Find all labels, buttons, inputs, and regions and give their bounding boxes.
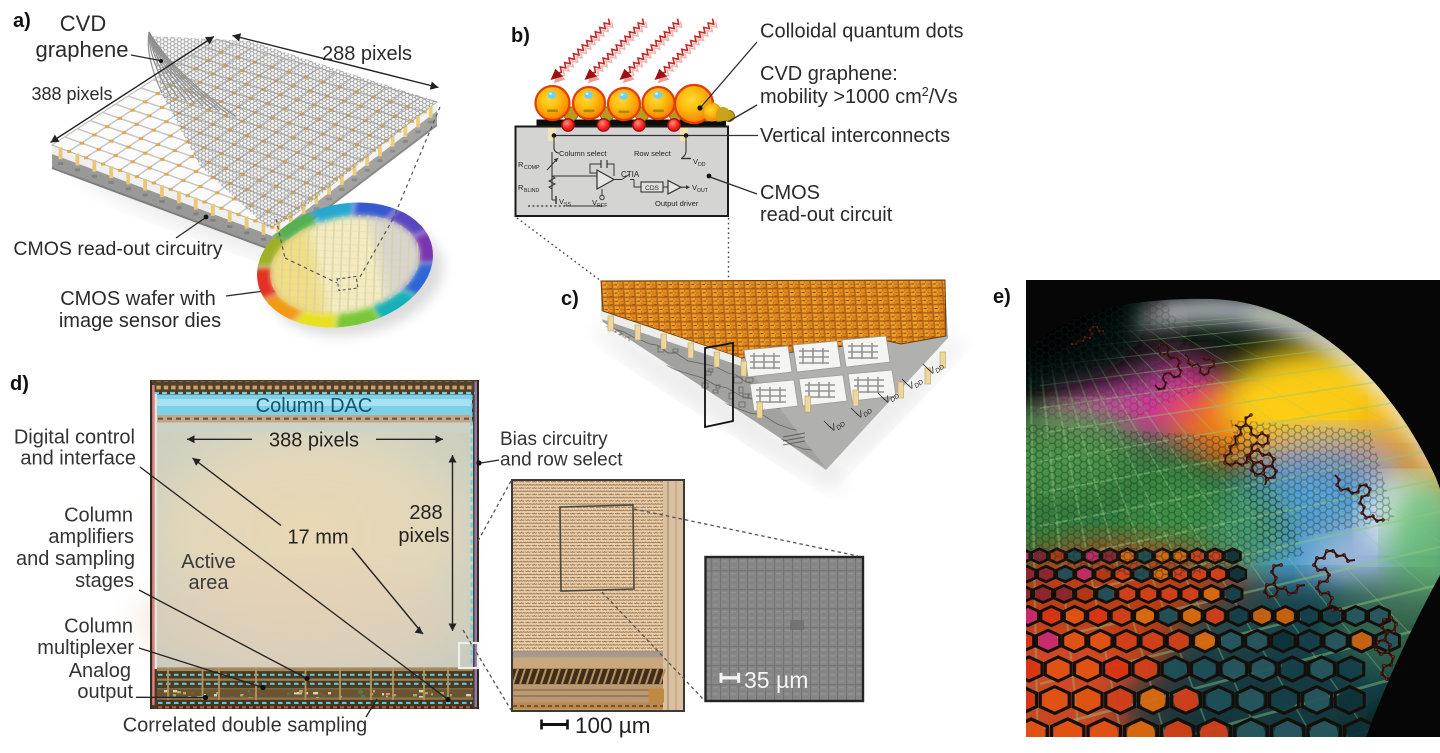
svg-text:Output driver: Output driver — [655, 199, 699, 208]
svg-text:Column: Column — [64, 505, 133, 527]
svg-text:stages: stages — [75, 570, 134, 592]
svg-text:SS: SS — [564, 202, 571, 208]
svg-text:288 pixels: 288 pixels — [322, 43, 412, 65]
svg-text:a): a) — [13, 10, 31, 32]
svg-text:REF: REF — [597, 203, 607, 209]
svg-text:Active: Active — [181, 551, 235, 573]
svg-text:R: R — [518, 183, 524, 192]
svg-text:COMP: COMP — [524, 165, 540, 171]
svg-text:CMOS wafer with: CMOS wafer with — [60, 288, 216, 310]
svg-text:OUT: OUT — [697, 188, 709, 194]
svg-text:V: V — [559, 197, 564, 206]
svg-text:Bias circuitry: Bias circuitry — [500, 429, 608, 450]
svg-text:Column: Column — [64, 616, 133, 638]
svg-text:read-out circuit: read-out circuit — [760, 204, 893, 226]
svg-text:Column select: Column select — [559, 149, 607, 158]
svg-text:288: 288 — [409, 502, 442, 524]
svg-text:image sensor dies: image sensor dies — [59, 310, 221, 332]
svg-text:multiplexer: multiplexer — [37, 637, 134, 659]
svg-text:pixels: pixels — [398, 525, 449, 547]
svg-text:R: R — [518, 160, 524, 169]
svg-text:V: V — [592, 198, 597, 207]
svg-text:35 µm: 35 µm — [744, 667, 808, 693]
svg-text:CDS: CDS — [645, 185, 659, 192]
svg-text:area: area — [188, 572, 229, 594]
svg-text:amplifiers: amplifiers — [48, 526, 134, 548]
svg-text:and row select: and row select — [500, 450, 623, 471]
svg-text:graphene: graphene — [36, 37, 129, 62]
svg-text:CVD graphene:: CVD graphene: — [760, 63, 898, 85]
svg-text:Row select: Row select — [634, 149, 672, 158]
svg-text:b): b) — [511, 25, 530, 47]
svg-text:mobility >1000 cm2/Vs: mobility >1000 cm2/Vs — [760, 85, 958, 108]
svg-text:V: V — [692, 183, 697, 192]
svg-text:V: V — [693, 157, 698, 166]
svg-text:CMOS read-out circuitry: CMOS read-out circuitry — [13, 238, 222, 260]
svg-text:DD: DD — [698, 162, 706, 168]
svg-text:BLIND: BLIND — [524, 188, 540, 194]
svg-text:Correlated double sampling: Correlated double sampling — [123, 715, 368, 737]
svg-text:CMOS: CMOS — [760, 182, 820, 204]
svg-text:388 pixels: 388 pixels — [269, 430, 359, 452]
svg-text:d): d) — [10, 373, 29, 395]
svg-text:and interface: and interface — [20, 448, 136, 470]
svg-text:and sampling: and sampling — [16, 548, 135, 570]
svg-text:CVD: CVD — [60, 11, 106, 36]
svg-text:CTIA: CTIA — [621, 170, 640, 179]
svg-text:Column DAC: Column DAC — [256, 395, 373, 417]
svg-text:100 µm: 100 µm — [575, 713, 651, 738]
svg-text:output: output — [77, 681, 133, 703]
svg-text:17 mm: 17 mm — [287, 527, 348, 549]
svg-text:Analog: Analog — [69, 660, 131, 682]
svg-text:Digital control: Digital control — [14, 427, 135, 449]
svg-text:Vertical interconnects: Vertical interconnects — [760, 125, 950, 147]
svg-text:Colloidal quantum dots: Colloidal quantum dots — [760, 21, 963, 43]
svg-text:388 pixels: 388 pixels — [31, 84, 112, 104]
svg-text:e): e) — [993, 286, 1011, 308]
svg-text:c): c) — [561, 288, 579, 310]
